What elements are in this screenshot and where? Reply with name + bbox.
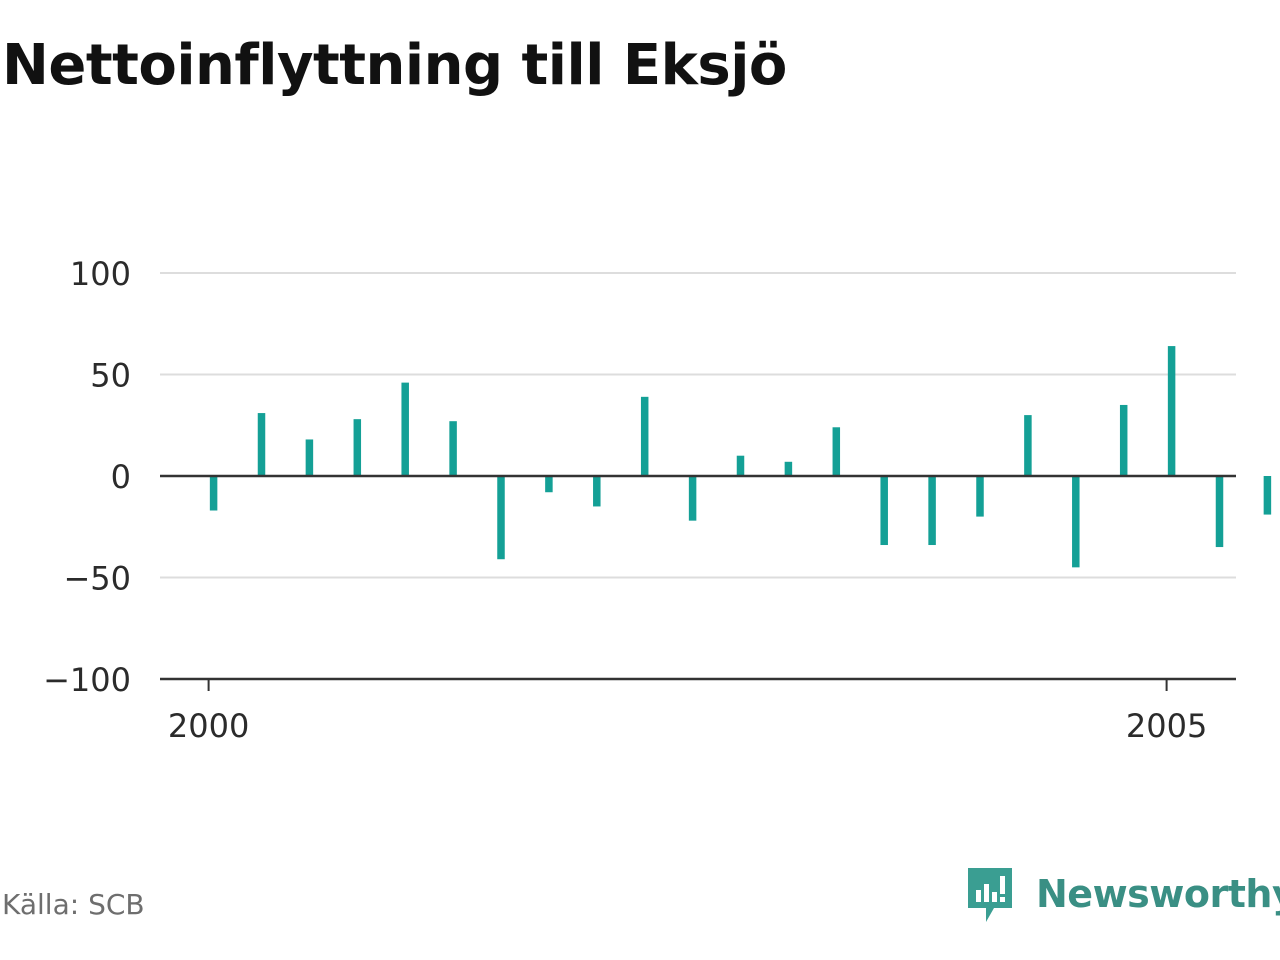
- y-tick-label: 100: [70, 255, 131, 293]
- newsworthy-logo-icon: [968, 868, 1012, 922]
- newsworthy-brand[interactable]: Newsworthy: [964, 864, 1280, 924]
- bar: [976, 476, 984, 517]
- grid-lines: [160, 272, 1236, 579]
- bar: [497, 476, 505, 560]
- bar: [880, 476, 888, 546]
- x-tick-label: 2000: [168, 707, 249, 745]
- bar: [832, 427, 841, 476]
- bar: [545, 476, 553, 493]
- bar: [1024, 415, 1032, 476]
- bar: [1119, 404, 1128, 476]
- bar: [928, 476, 936, 546]
- bar: [1215, 476, 1224, 548]
- source-note: Källa: SCB: [2, 888, 145, 921]
- bars: [209, 346, 1272, 568]
- y-tick-label: −50: [63, 560, 131, 598]
- y-tick-labels: 100 50 0 −50 −100: [43, 255, 131, 699]
- brand-name: Newsworthy: [1036, 872, 1280, 916]
- y-tick-label: 0: [111, 458, 131, 496]
- bar: [593, 476, 601, 507]
- bar: [257, 413, 266, 476]
- bar: [1072, 476, 1080, 568]
- bar: [1167, 346, 1176, 476]
- bar: [305, 439, 314, 476]
- axes: [160, 474, 1236, 691]
- bar: [449, 421, 457, 476]
- bar: [209, 476, 218, 511]
- bar: [401, 382, 409, 476]
- x-tick-label: 2005: [1126, 707, 1207, 745]
- bar: [736, 455, 745, 476]
- bar: [640, 396, 649, 476]
- bar: [1263, 476, 1272, 515]
- chart-title: Nettoinflyttning till Eksjö: [2, 33, 787, 98]
- x-tick-labels: 200020052010201520202025: [168, 707, 1207, 745]
- y-tick-label: 50: [90, 357, 131, 395]
- bar: [353, 419, 362, 476]
- bar: [688, 476, 697, 521]
- y-tick-label: −100: [43, 661, 131, 699]
- bar: [784, 461, 793, 476]
